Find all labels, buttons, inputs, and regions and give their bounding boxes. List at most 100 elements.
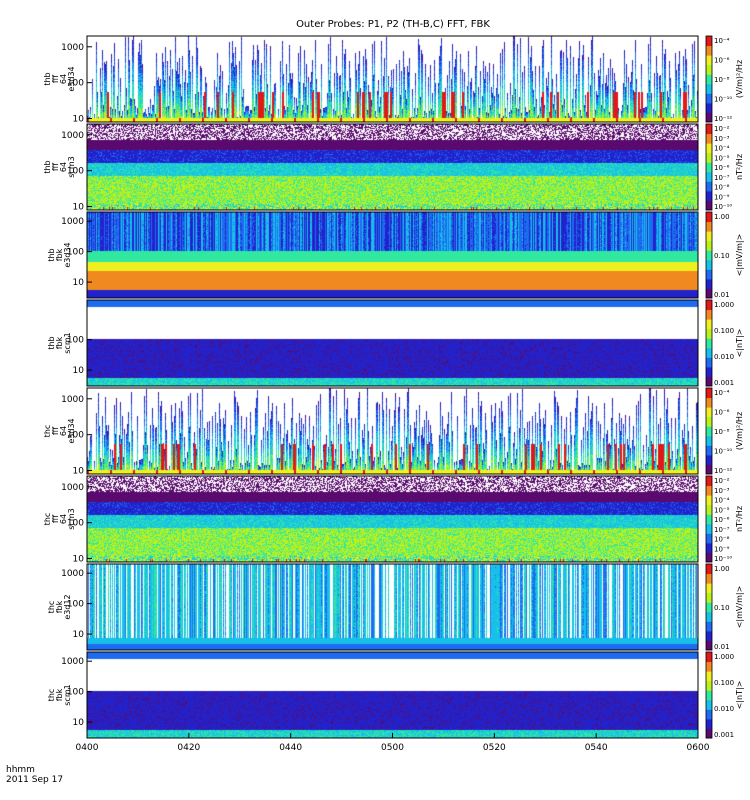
thb-fbk-e-colorbar-segment-4 — [706, 250, 712, 261]
thc-fff-b-ytick-label-2: 1000 — [61, 483, 84, 493]
thc-fbk-b-colorbar-segment-5 — [706, 680, 712, 691]
thb-fbk-b-colorbar-segment-2 — [706, 357, 712, 368]
thc-fff-b-spectrogram — [87, 476, 698, 562]
thb-fff-e-spectrogram — [87, 36, 698, 122]
thb-fbk-e-ytick-label-1: 100 — [67, 248, 84, 258]
thc-fbk-b-colorbar-tick-3: 0.001 — [714, 731, 734, 739]
thc-fff-e-ylabel-0: thc — [43, 425, 52, 438]
thc-fbk-e-ytick-label-0: 10 — [73, 630, 85, 640]
thc-fbk-b-colorbar-segment-6 — [706, 671, 712, 682]
thc-fff-e-colorbar-segment-7 — [706, 397, 712, 408]
thb-fff-e-ylabel-3: e3d34 — [67, 66, 76, 91]
thc-fff-e-ytick-label-1: 100 — [67, 431, 84, 441]
thc-fff-b-colorbar-label: nT²/Hz — [735, 506, 744, 532]
thb-fff-b-colorbar-segment-7 — [706, 133, 712, 144]
thc-fff-e-colorbar-segment-3 — [706, 435, 712, 446]
thc-fff-e-colorbar-segment-2 — [706, 445, 712, 456]
thb-fbk-b-colorbar-segment-4 — [706, 338, 712, 349]
thb-fff-e-colorbar-tick-0: 10⁻⁴ — [714, 37, 730, 45]
thb-fff-e-colorbar-tick-3: 10⁻¹⁰ — [714, 96, 732, 104]
xtick-label-0: 0400 — [76, 743, 99, 753]
xtick-label-6: 0600 — [687, 743, 710, 753]
thb-fbk-b-ylabel-1: fbk — [55, 336, 64, 349]
thb-fff-e-ytick-label-2: 1000 — [61, 43, 84, 53]
thc-fbk-b-colorbar-segment-7 — [706, 661, 712, 672]
thb-fbk-b-panel: 10 100 thb fbk scm1 1.000 0.100 0.010 0.001 <|nT|… — [47, 299, 744, 387]
thb-fff-e-ytick-label-0: 10 — [73, 115, 85, 125]
thb-fbk-b-ytick-label-0: 10 — [73, 366, 85, 376]
thc-fff-e-ylabel-1: fff — [51, 427, 60, 436]
thc-fbk-e-ylabel-1: fbk — [55, 600, 64, 613]
thc-fbk-b-colorbar-label: <|nT|> — [735, 681, 744, 710]
thb-fbk-e-colorbar-segment-5 — [706, 240, 712, 251]
thb-fff-e-colorbar-tick-2: 10⁻⁸ — [714, 76, 730, 84]
thb-fff-b-colorbar-tick-6: 10⁻⁸ — [714, 184, 730, 192]
thc-fff-b-colorbar-tick-6: 10⁻⁸ — [714, 536, 730, 544]
thb-fff-e-colorbar-frame — [705, 35, 713, 123]
thc-fbk-e-colorbar-tick-0: 1.00 — [714, 565, 730, 573]
thb-fbk-e-colorbar-segment-6 — [706, 231, 712, 242]
thb-fbk-e-ylabel-0: thb — [47, 248, 56, 261]
thb-fbk-b-ylabel-2: scm1 — [63, 332, 72, 353]
thb-fff-b-ylabel-3: scm3 — [67, 156, 76, 177]
thb-fbk-b-spectrogram — [87, 300, 698, 386]
thb-fff-e-ylabel-0: thb — [43, 72, 52, 85]
thc-fff-e-panel: 10 100 1000 thc fff 64 e3d34 10⁻⁴ 10⁻⁶ 10⁻⁸ 10⁻¹⁰ 1… — [43, 387, 744, 477]
thc-fff-b-frame — [86, 475, 699, 563]
thc-fbk-b-colorbar-segment-0 — [706, 728, 712, 739]
thc-fff-b-colorbar-frame — [705, 475, 713, 563]
thc-fbk-b-ylabel-2: scm1 — [63, 684, 72, 705]
xtick-label-2: 0440 — [279, 743, 302, 753]
thb-fff-e-ylabel-1: fff — [51, 75, 60, 84]
thb-fff-b-colorbar-segment-5 — [706, 152, 712, 163]
thc-fbk-b-colorbar-segment-3 — [706, 699, 712, 710]
thc-fff-b-ylabel-3: scm3 — [67, 508, 76, 529]
thb-fff-b-colorbar-tick-3: 10⁻⁵ — [714, 154, 730, 162]
thb-fbk-b-colorbar-segment-5 — [706, 328, 712, 339]
thc-fff-b-colorbar-segment-4 — [706, 514, 712, 525]
thb-fff-e-ylabel-2: 64 — [59, 74, 68, 84]
thc-fff-b-colorbar-tick-2: 10⁻⁴ — [714, 497, 730, 505]
thb-fff-b-ytick-label-0: 10 — [73, 203, 85, 213]
thb-fff-b-colorbar-segment-8 — [706, 124, 712, 135]
thc-fff-e-frame — [86, 387, 699, 475]
thb-fff-e-colorbar-segment-8 — [706, 36, 712, 47]
thb-fff-e-frame — [86, 35, 699, 123]
thb-fff-b-colorbar-segment-4 — [706, 162, 712, 173]
thc-fbk-e-colorbar-label: <|mV/m|> — [735, 586, 744, 629]
thb-fff-b-ylabel-1: fff — [51, 163, 60, 172]
thc-fff-e-colorbar-segment-5 — [706, 416, 712, 427]
thc-fbk-e-colorbar-frame — [705, 563, 713, 651]
thc-fff-e-colorbar-tick-1: 10⁻⁶ — [714, 409, 730, 417]
thb-fbk-e-colorbar-segment-0 — [706, 288, 712, 299]
xtick-label-4: 0520 — [483, 743, 506, 753]
thc-fff-b-colorbar-segment-0 — [706, 552, 712, 563]
thb-fff-e-colorbar-segment-3 — [706, 83, 712, 94]
thb-fff-b-colorbar-segment-2 — [706, 181, 712, 192]
thc-fbk-b-colorbar-segment-4 — [706, 690, 712, 701]
thc-fbk-b-colorbar-segment-2 — [706, 709, 712, 720]
thc-fff-e-colorbar-segment-0 — [706, 464, 712, 475]
thc-fff-b-ylabel-2: 64 — [59, 514, 68, 524]
thc-fff-b-ytick-label-1: 100 — [67, 519, 84, 529]
thb-fff-b-spectrogram — [87, 124, 698, 210]
thb-fff-b-colorbar-segment-1 — [706, 190, 712, 201]
thb-fff-e-colorbar-label: (V/m)²/Hz — [735, 60, 744, 98]
thc-fbk-e-colorbar-segment-8 — [706, 564, 712, 575]
thc-fbk-b-ylabel-0: thc — [47, 689, 56, 702]
thc-fbk-b-colorbar-segment-1 — [706, 718, 712, 729]
xtick-label-5: 0540 — [585, 743, 608, 753]
thb-fff-e-colorbar-segment-4 — [706, 74, 712, 85]
thb-fff-b-colorbar-tick-2: 10⁻⁴ — [714, 145, 730, 153]
thc-fff-b-colorbar-segment-6 — [706, 495, 712, 506]
thc-fbk-e-ylabel-0: thc — [47, 601, 56, 614]
thc-fff-e-colorbar-tick-4: 10⁻¹² — [714, 467, 732, 475]
thc-fff-e-colorbar-segment-6 — [706, 407, 712, 418]
thc-fff-b-colorbar-tick-0: 10⁻² — [714, 477, 730, 485]
thb-fff-b-ylabel-0: thb — [43, 160, 52, 173]
chart-title: Outer Probes: P1, P2 (TH-B,C) FFT, FBK — [296, 19, 490, 30]
thc-fbk-e-colorbar-segment-6 — [706, 583, 712, 594]
thb-fbk-e-colorbar-label: <|mV/m|> — [735, 234, 744, 277]
thb-fff-b-frame — [86, 123, 699, 211]
